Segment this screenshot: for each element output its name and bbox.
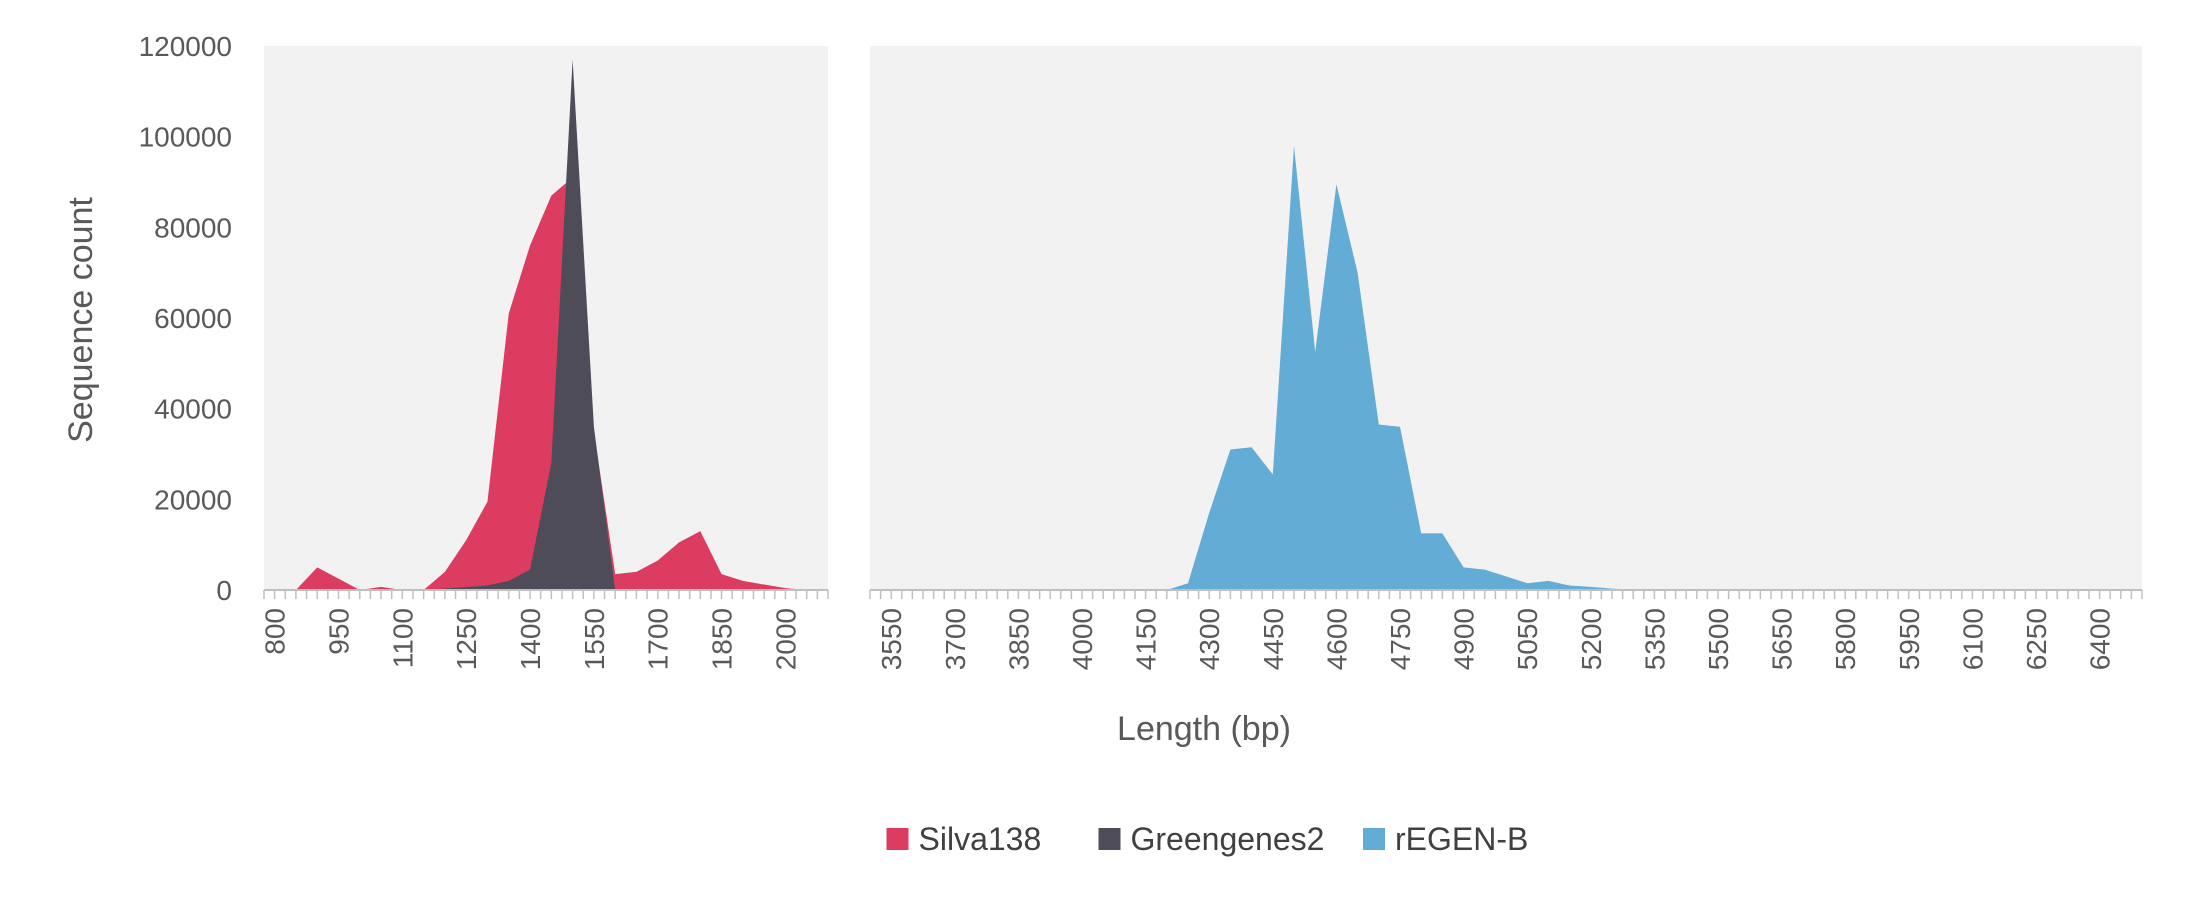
series-area-silva138 <box>295 177 807 590</box>
x-tick-label: 5200 <box>1576 608 1607 670</box>
legend-swatch-silva138 <box>886 828 909 850</box>
x-tick-label: 800 <box>260 608 291 655</box>
y-tick-label: 0 <box>216 575 232 606</box>
x-tick-label: 3700 <box>940 608 971 670</box>
x-tick-label: 5650 <box>1767 608 1798 670</box>
x-tick-label: 1250 <box>451 608 482 670</box>
x-tick-label: 1100 <box>387 608 418 668</box>
legend-swatch-regen-b <box>1363 828 1385 850</box>
x-tick-label: 2000 <box>770 608 801 670</box>
legend-label-greengenes2: Greengenes2 <box>1131 821 1325 857</box>
x-tick-label: 950 <box>323 608 354 655</box>
x-tick-label: 4450 <box>1258 608 1289 670</box>
x-tick-label: 5500 <box>1703 608 1734 670</box>
x-tick-label: 1850 <box>707 608 738 670</box>
x-tick-label: 6100 <box>1957 608 1988 670</box>
y-tick-label: 20000 <box>154 484 232 515</box>
x-tick-label: 3550 <box>876 608 907 670</box>
y-tick-label: 100000 <box>139 122 232 153</box>
legend: Silva138 Greengenes2 rEGEN-B <box>886 821 1528 857</box>
series-area-greengenes2 <box>423 59 637 591</box>
plot-area-right <box>870 46 2142 590</box>
legend-label-silva138: Silva138 <box>919 821 1042 857</box>
x-tick-label: 5800 <box>1830 608 1861 670</box>
x-tick-label: 5050 <box>1512 608 1543 670</box>
y-tick-label: 120000 <box>139 31 232 62</box>
x-tick-label: 4300 <box>1194 608 1225 670</box>
x-tick-label: 1700 <box>643 608 674 670</box>
x-tick-label: 5950 <box>1894 608 1925 670</box>
x-tick-label: 1400 <box>515 608 546 670</box>
x-tick-label: 6400 <box>2085 608 2116 670</box>
x-tick-label: 4000 <box>1067 608 1098 670</box>
y-tick-label: 80000 <box>154 212 232 243</box>
y-axis-title: Sequence count <box>62 197 100 443</box>
x-tick-label: 4600 <box>1321 608 1352 670</box>
x-tick-label: 4750 <box>1385 608 1416 670</box>
x-tick-label: 3850 <box>1003 608 1034 670</box>
legend-swatch-greengenes2 <box>1098 828 1121 850</box>
x-tick-label: 6250 <box>2021 608 2052 670</box>
y-tick-label: 60000 <box>154 303 232 334</box>
legend-label-regen-b: rEGEN-B <box>1395 821 1528 857</box>
series-area-regen-b <box>1166 145 1634 590</box>
y-tick-label: 40000 <box>154 394 232 425</box>
x-tick-label: 4900 <box>1449 608 1480 670</box>
x-tick-label: 1550 <box>579 608 610 670</box>
x-tick-label: 4150 <box>1131 608 1162 670</box>
x-tick-label: 5350 <box>1639 608 1670 670</box>
x-axis-title: Length (bp) <box>1117 710 1291 748</box>
